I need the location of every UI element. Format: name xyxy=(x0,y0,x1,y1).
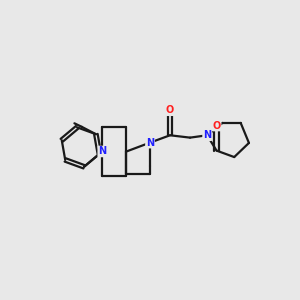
Text: O: O xyxy=(212,121,221,130)
Text: N: N xyxy=(146,138,154,148)
Text: N: N xyxy=(203,130,211,140)
Text: N: N xyxy=(98,146,106,157)
Text: O: O xyxy=(166,105,174,115)
